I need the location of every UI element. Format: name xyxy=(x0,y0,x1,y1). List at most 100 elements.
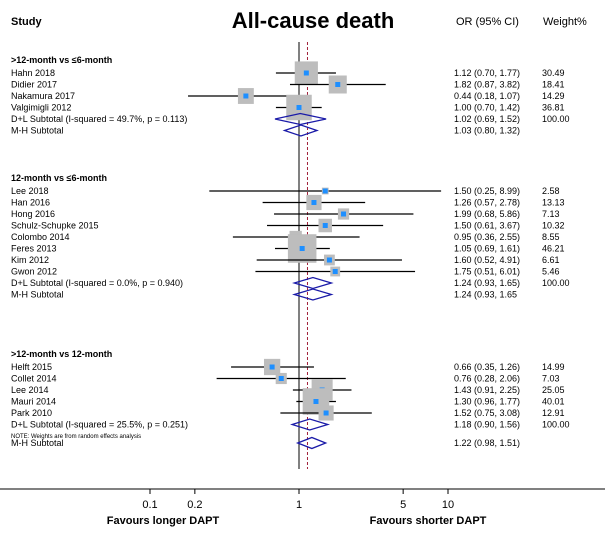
study-ci-text: 0.95 (0.36, 2.55) xyxy=(454,232,520,242)
study-ci-text: 1.75 (0.51, 6.01) xyxy=(454,267,520,277)
study-point-estimate xyxy=(299,246,305,251)
study-weight-text: 10.32 xyxy=(542,221,565,231)
study-weight-text: 5.46 xyxy=(542,267,560,277)
dl-subtotal-ci-text: 1.24 (0.93, 1.65) xyxy=(454,278,520,288)
header-weight: Weight% xyxy=(543,16,587,28)
study-weight-text: 14.29 xyxy=(542,91,565,101)
study-ci-text: 1.82 (0.87, 3.82) xyxy=(454,80,520,90)
study-point-estimate xyxy=(311,200,317,205)
study-ci-text: 1.26 (0.57, 2.78) xyxy=(454,198,520,208)
mh-subtotal-label: M-H Subtotal xyxy=(11,290,64,300)
header-study: Study xyxy=(11,16,42,28)
study-point-estimate xyxy=(323,410,329,416)
study-ci-text: 1.50 (0.25, 8.99) xyxy=(454,186,520,196)
study-name: Gwon 2012 xyxy=(11,267,57,277)
study-weight-text: 46.21 xyxy=(542,244,565,254)
study-weight-text: 40.01 xyxy=(542,397,565,407)
study-point-estimate xyxy=(278,376,284,381)
mh-subtotal-ci-text: 1.22 (0.98, 1.51) xyxy=(454,438,520,448)
study-weight-text: 7.03 xyxy=(542,374,560,384)
study-weight-text: 6.61 xyxy=(542,255,560,265)
study-name: Mauri 2014 xyxy=(11,397,56,407)
dl-subtotal-weight-text: 100.00 xyxy=(542,420,570,430)
study-weight-text: 36.81 xyxy=(542,103,565,113)
study-weight-text: 18.41 xyxy=(542,80,565,90)
study-weight-text: 30.49 xyxy=(542,68,565,78)
study-point-estimate xyxy=(269,364,275,370)
study-name: Feres 2013 xyxy=(11,244,57,254)
study-ci-text: 1.60 (0.52, 4.91) xyxy=(454,255,520,265)
favours-right-label: Favours shorter DAPT xyxy=(370,515,487,527)
mh-subtotal-label: M-H Subtotal xyxy=(11,126,64,136)
x-tick-label: 0.1 xyxy=(142,499,157,511)
mh-subtotal-ci-text: 1.03 (0.80, 1.32) xyxy=(454,126,520,136)
dl-subtotal-diamond xyxy=(274,112,327,126)
study-ci-text: 1.30 (0.96, 1.77) xyxy=(454,397,520,407)
mh-subtotal-label: M-H Subtotal xyxy=(11,438,64,448)
study-name: Kim 2012 xyxy=(11,255,49,265)
dl-subtotal-label: D+L Subtotal (I-squared = 0.0%, p = 0.94… xyxy=(11,278,183,288)
mh-subtotal-diamond xyxy=(282,124,319,137)
x-tick-label: 5 xyxy=(400,499,406,511)
study-name: Didier 2017 xyxy=(11,80,57,90)
study-point-estimate xyxy=(332,269,338,274)
study-name: Hahn 2018 xyxy=(11,68,55,78)
x-tick-label: 0.2 xyxy=(187,499,202,511)
study-name: Han 2016 xyxy=(11,198,50,208)
study-weight-text: 14.99 xyxy=(542,362,565,372)
study-ci-text: 1.43 (0.91, 2.25) xyxy=(454,385,520,395)
study-ci-text: 1.05 (0.69, 1.61) xyxy=(454,244,520,254)
study-ci-text: 0.76 (0.28, 2.06) xyxy=(454,374,520,384)
study-point-estimate xyxy=(322,223,328,228)
study-point-estimate xyxy=(313,399,319,404)
study-name: Helft 2015 xyxy=(11,362,52,372)
favours-left-label: Favours longer DAPT xyxy=(107,515,220,527)
study-name: Lee 2018 xyxy=(11,186,49,196)
study-name: Hong 2016 xyxy=(11,209,55,219)
study-ci-text: 1.50 (0.61, 3.67) xyxy=(454,221,520,231)
study-name: Schulz-Schupke 2015 xyxy=(11,221,99,231)
group-label: >12-month vs 12-month xyxy=(11,349,112,359)
mh-subtotal-diamond xyxy=(295,436,328,450)
study-point-estimate xyxy=(335,82,341,87)
group-label: 12-month vs ≤6-month xyxy=(11,173,107,183)
study-ci-text: 1.52 (0.75, 3.08) xyxy=(454,408,520,418)
chart-title: All-cause death xyxy=(232,8,395,33)
study-name: Colombo 2014 xyxy=(11,232,70,242)
study-point-estimate xyxy=(243,93,249,99)
study-point-estimate xyxy=(296,105,302,110)
study-ci-text: 1.00 (0.70, 1.42) xyxy=(454,103,520,113)
dl-subtotal-weight-text: 100.00 xyxy=(542,114,570,124)
study-ci-text: 0.66 (0.35, 1.26) xyxy=(454,362,520,372)
study-weight-text: 12.91 xyxy=(542,408,565,418)
study-name: Collet 2014 xyxy=(11,374,57,384)
study-ci-text: 1.99 (0.68, 5.86) xyxy=(454,209,520,219)
study-ci-text: 0.44 (0.18, 1.07) xyxy=(454,91,520,101)
dl-subtotal-diamond xyxy=(292,276,334,290)
dl-subtotal-diamond xyxy=(290,418,331,431)
dl-subtotal-label: D+L Subtotal (I-squared = 25.5%, p = 0.2… xyxy=(11,420,188,430)
study-weight-text: 7.13 xyxy=(542,209,560,219)
x-tick-label: 1 xyxy=(296,499,302,511)
dl-subtotal-weight-text: 100.00 xyxy=(542,278,570,288)
mh-subtotal-ci-text: 1.24 (0.93, 1.65 xyxy=(454,290,517,300)
x-tick-label: 10 xyxy=(442,499,454,511)
study-weight-text: 8.55 xyxy=(542,232,560,242)
dl-subtotal-label: D+L Subtotal (I-squared = 49.7%, p = 0.1… xyxy=(11,114,187,124)
study-point-estimate xyxy=(326,257,332,263)
study-point-estimate xyxy=(303,70,309,76)
weights-note: NOTE: Weights are from random effects an… xyxy=(11,434,141,440)
study-weight-text: 2.58 xyxy=(542,186,560,196)
study-name: Park 2010 xyxy=(11,408,52,418)
study-name: Valgimigli 2012 xyxy=(11,103,71,113)
study-name: Lee 2014 xyxy=(11,385,49,395)
dl-subtotal-ci-text: 1.02 (0.69, 1.52) xyxy=(454,114,520,124)
group-label: >12-month vs ≤6-month xyxy=(11,55,112,65)
header-or-ci: OR (95% CI) xyxy=(456,16,519,28)
study-point-estimate xyxy=(322,188,328,194)
study-point-estimate xyxy=(341,211,347,217)
study-ci-text: 1.12 (0.70, 1.77) xyxy=(454,68,520,78)
study-name: Nakamura 2017 xyxy=(11,91,75,101)
mh-subtotal-diamond xyxy=(292,288,334,301)
